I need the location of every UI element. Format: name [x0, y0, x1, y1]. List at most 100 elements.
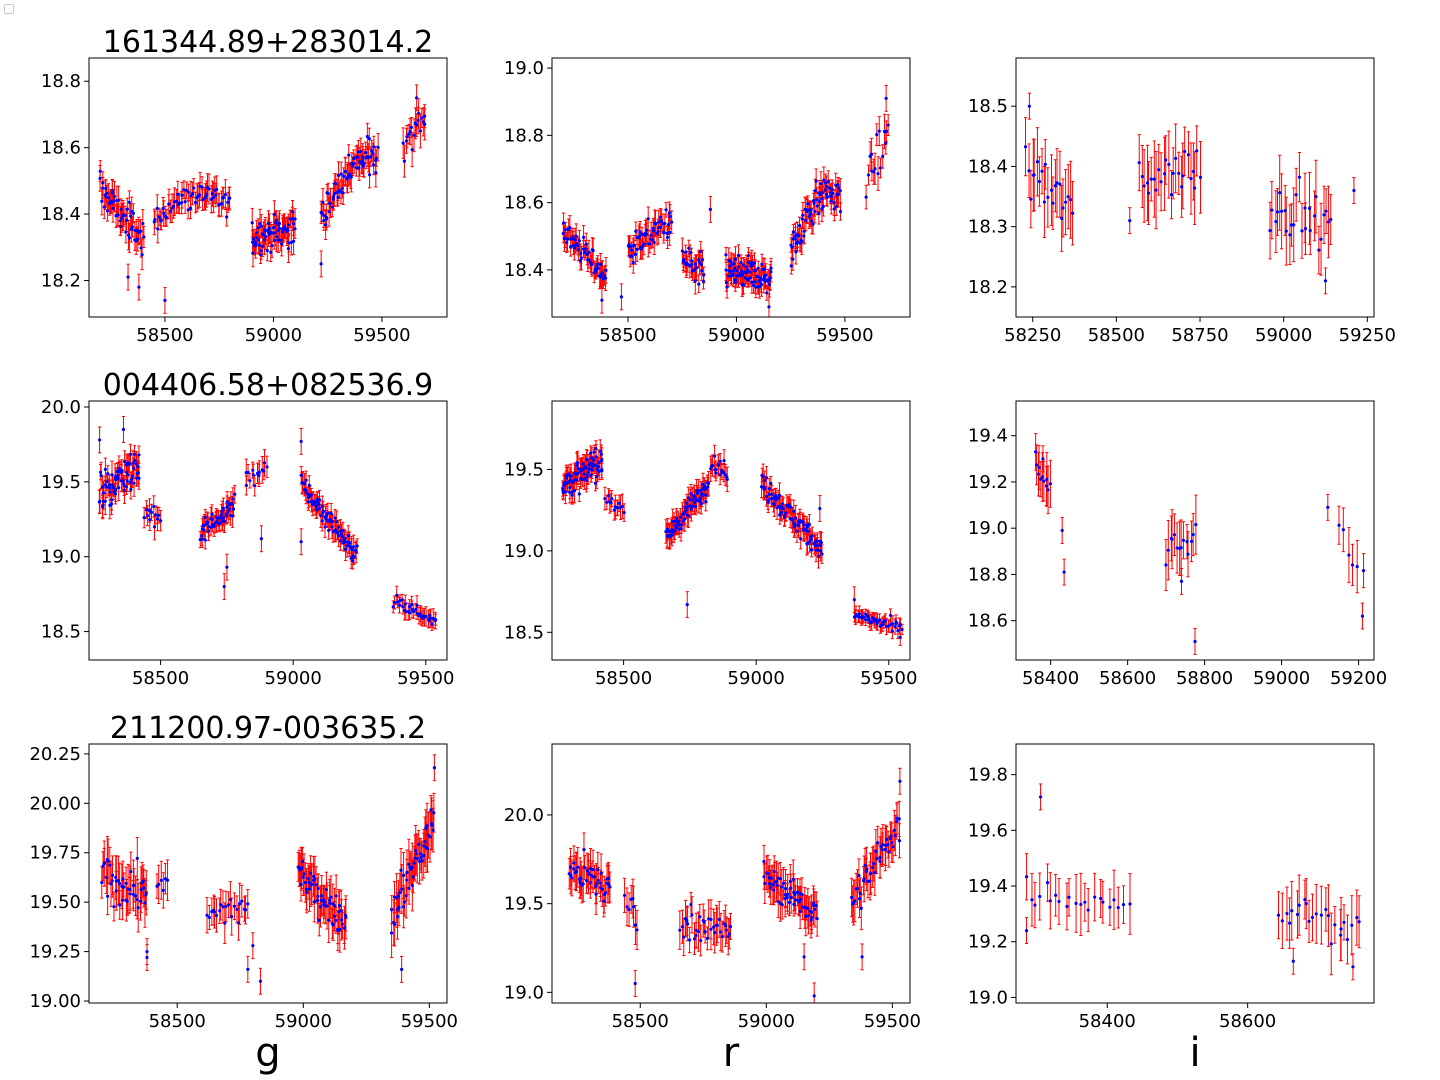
- data-marks: [97, 415, 438, 631]
- data-point: [1137, 161, 1141, 165]
- data-point: [635, 247, 639, 252]
- data-point: [1037, 179, 1041, 184]
- data-point: [219, 201, 224, 206]
- data-point: [127, 236, 131, 240]
- data-point: [424, 614, 428, 618]
- data-point: [112, 198, 116, 203]
- data-point: [834, 204, 838, 209]
- data-point: [679, 527, 683, 531]
- data-point: [126, 275, 130, 279]
- data-point: [814, 179, 818, 183]
- data-point: [228, 196, 232, 200]
- data-point: [350, 164, 355, 168]
- data-point: [634, 229, 638, 233]
- data-point: [769, 270, 773, 274]
- data-point: [1157, 168, 1161, 172]
- data-point: [343, 547, 348, 551]
- data-point: [684, 250, 688, 254]
- data-point: [409, 125, 413, 130]
- data-point: [134, 462, 139, 466]
- x-tick-label: 59000: [265, 668, 322, 689]
- data-point: [824, 184, 829, 189]
- data-point: [210, 512, 214, 516]
- data-point: [668, 230, 672, 234]
- data-point: [265, 249, 269, 253]
- data-point: [155, 206, 159, 210]
- data-point: [667, 535, 672, 539]
- data-point: [352, 162, 356, 166]
- y-tick-label: 18.2: [968, 277, 1008, 298]
- data-point: [1162, 172, 1167, 176]
- data-point: [658, 225, 663, 229]
- data-point: [600, 298, 604, 302]
- data-point: [581, 468, 585, 472]
- data-point: [733, 280, 737, 284]
- axes-frame: [88, 400, 448, 661]
- data-point: [1177, 171, 1181, 175]
- light-curve-panel: 58500 59000 59500 18.2 18.4 18.6 18.8 161344.89…: [41, 25, 448, 346]
- data-point: [650, 238, 655, 242]
- data-point: [246, 470, 250, 474]
- data-point: [616, 506, 620, 510]
- data-point: [575, 461, 580, 465]
- corner-checkbox[interactable]: [4, 4, 14, 14]
- data-point: [322, 213, 326, 218]
- data-point: [600, 271, 605, 275]
- data-point: [428, 613, 432, 618]
- data-point: [110, 191, 114, 195]
- data-point: [1308, 228, 1312, 233]
- data-point: [648, 242, 652, 246]
- data-point: [1297, 175, 1302, 179]
- data-point: [180, 200, 184, 205]
- y-tick-label: 18.2: [41, 270, 81, 291]
- data-point: [594, 455, 598, 459]
- data-point: [586, 471, 590, 475]
- data-point: [99, 470, 103, 474]
- data-point: [139, 246, 143, 250]
- data-point: [672, 519, 676, 523]
- data-point: [339, 172, 343, 176]
- data-point: [1146, 191, 1151, 195]
- data-point: [205, 192, 209, 196]
- data-point: [320, 519, 324, 523]
- data-point: [299, 439, 303, 444]
- data-point: [806, 202, 810, 206]
- data-point: [319, 211, 324, 215]
- data-point: [594, 464, 598, 468]
- data-point: [317, 498, 322, 502]
- x-tick-label: 58750: [1171, 325, 1228, 346]
- y-tick-label: 18.3: [968, 217, 1008, 238]
- data-point: [689, 263, 694, 267]
- data-point: [869, 152, 874, 156]
- data-point: [603, 497, 607, 501]
- data-point: [651, 226, 655, 230]
- data-point: [581, 235, 586, 239]
- data-point: [182, 188, 186, 192]
- data-point: [320, 504, 324, 508]
- data-point: [763, 276, 767, 280]
- data-point: [594, 269, 598, 273]
- data-point: [1274, 220, 1278, 224]
- data-point: [1189, 176, 1193, 181]
- data-marks: [561, 439, 904, 646]
- data-point: [1154, 188, 1158, 192]
- data-point: [202, 528, 206, 532]
- data-point: [286, 228, 290, 233]
- data-point: [600, 457, 604, 462]
- data-point: [576, 471, 580, 476]
- data-point: [134, 476, 139, 480]
- data-point: [209, 525, 213, 530]
- data-point: [1280, 209, 1284, 213]
- data-point: [619, 295, 624, 299]
- data-point: [343, 169, 347, 174]
- data-point: [744, 265, 748, 269]
- data-point: [277, 226, 282, 230]
- data-point: [724, 268, 728, 272]
- data-point: [569, 474, 573, 478]
- x-tick-label: 58250: [1004, 325, 1061, 346]
- data-point: [628, 244, 632, 249]
- data-point: [820, 197, 824, 201]
- data-point: [832, 200, 836, 205]
- data-point: [670, 533, 674, 537]
- data-point: [423, 114, 427, 118]
